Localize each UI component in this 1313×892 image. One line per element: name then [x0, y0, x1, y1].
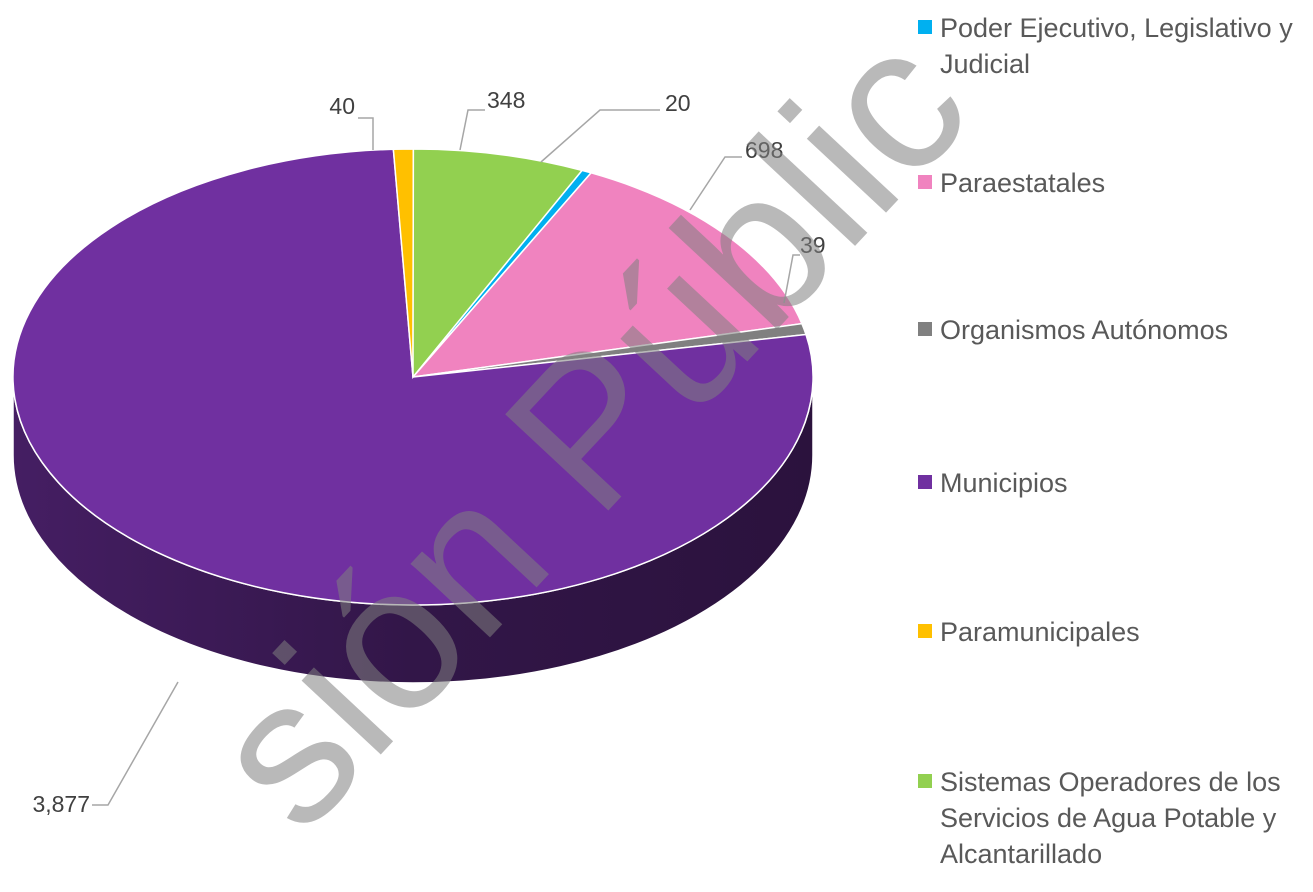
legend-label: Municipios: [940, 468, 1068, 498]
leader-line: [689, 156, 742, 211]
data-label: 3,877: [32, 791, 90, 817]
legend-swatch: [918, 322, 932, 336]
data-label: 39: [800, 232, 826, 258]
legend-label: Paramunicipales: [940, 617, 1140, 647]
legend-label: Organismos Autónomos: [940, 315, 1229, 345]
legend-swatch: [918, 774, 932, 788]
legend-label: Paraestatales: [940, 168, 1106, 198]
leader-line: [92, 681, 179, 806]
leader-line: [540, 109, 660, 163]
legend-label: Sistemas Operadores de los Servicios de …: [940, 767, 1281, 869]
legend-swatch: [918, 475, 932, 489]
legend-item: Organismos Autónomos: [918, 312, 1308, 348]
legend-swatch: [918, 624, 932, 638]
leader-line: [358, 117, 374, 150]
data-label: 40: [329, 93, 355, 119]
legend-label: Poder Ejecutivo, Legislativo y Judicial: [940, 13, 1293, 79]
legend-item: Sistemas Operadores de los Servicios de …: [918, 764, 1308, 872]
legend-swatch: [918, 175, 932, 189]
legend-item: Poder Ejecutivo, Legislativo y Judicial: [918, 10, 1308, 82]
pie-slice: [411, 171, 803, 379]
legend-swatch: [918, 20, 932, 34]
data-label: 20: [665, 90, 691, 116]
legend-item: Municipios: [918, 465, 1308, 501]
data-label: 348: [487, 87, 525, 113]
pie-slice: [412, 148, 584, 380]
leader-line: [783, 254, 800, 304]
legend-item: Paramunicipales: [918, 614, 1308, 650]
legend-item: Paraestatales: [918, 165, 1308, 201]
data-label: 698: [745, 137, 783, 163]
leader-line: [459, 109, 485, 151]
